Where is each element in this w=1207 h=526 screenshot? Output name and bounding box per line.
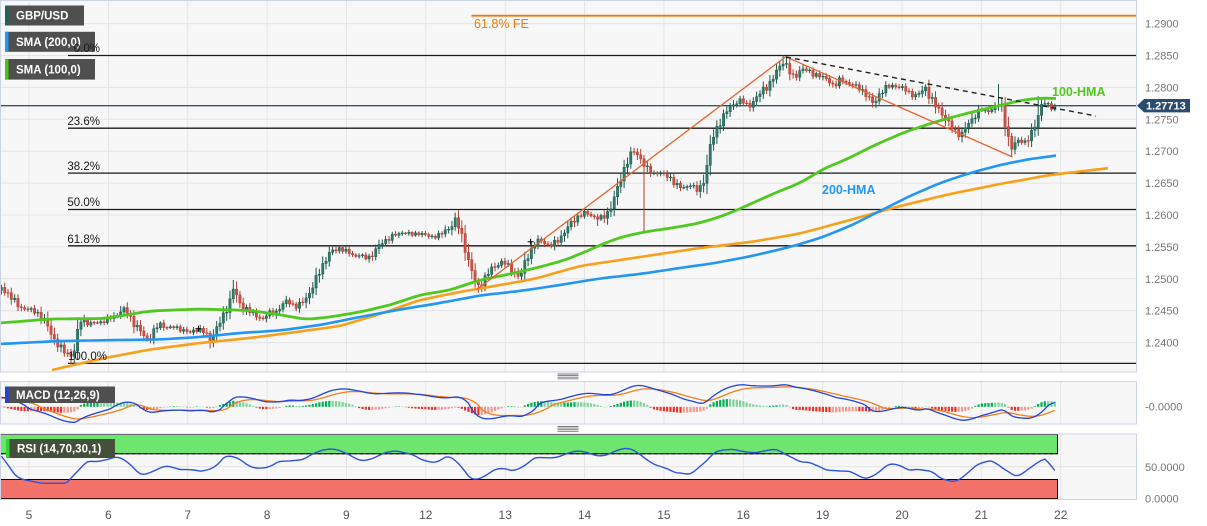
svg-text:6: 6	[105, 508, 112, 522]
svg-text:SMA (100,0): SMA (100,0)	[16, 64, 81, 76]
svg-text:13: 13	[499, 508, 513, 522]
svg-text:61.8%: 61.8%	[67, 234, 100, 246]
svg-text:23.6%: 23.6%	[67, 116, 100, 128]
svg-text:MACD (12,26,9): MACD (12,26,9)	[16, 390, 100, 402]
svg-text:8: 8	[264, 508, 271, 522]
svg-text:50.0%: 50.0%	[67, 197, 100, 209]
svg-text:0.0%: 0.0%	[74, 43, 100, 55]
svg-text:9: 9	[343, 508, 350, 522]
svg-text:15: 15	[657, 508, 671, 522]
svg-text:1.2450: 1.2450	[1145, 306, 1179, 318]
svg-text:GBP/USD: GBP/USD	[16, 11, 68, 23]
svg-text:0.0000: 0.0000	[1145, 494, 1179, 506]
svg-text:SMA (200,0): SMA (200,0)	[16, 37, 81, 49]
svg-text:1.2400: 1.2400	[1145, 338, 1179, 350]
svg-text:200-HMA: 200-HMA	[822, 183, 876, 197]
svg-text:12: 12	[419, 508, 433, 522]
svg-text:61.8% FE: 61.8% FE	[474, 17, 529, 31]
svg-text:100.0%: 100.0%	[68, 351, 107, 363]
svg-text:19: 19	[816, 508, 830, 522]
svg-text:RSI (14,70,30,1): RSI (14,70,30,1)	[17, 444, 102, 456]
svg-text:1.2500: 1.2500	[1145, 274, 1179, 286]
svg-text:1.2650: 1.2650	[1145, 178, 1179, 190]
svg-text:21: 21	[975, 508, 989, 522]
svg-text:100-HMA: 100-HMA	[1052, 85, 1106, 99]
svg-text:1.2850: 1.2850	[1145, 51, 1179, 63]
svg-text:16: 16	[737, 508, 751, 522]
svg-text:1.2750: 1.2750	[1145, 114, 1179, 126]
svg-text:50.0000: 50.0000	[1145, 462, 1185, 474]
svg-text:1.2900: 1.2900	[1145, 19, 1179, 31]
svg-text:38.2%: 38.2%	[67, 161, 100, 173]
svg-text:1.2550: 1.2550	[1145, 242, 1179, 254]
svg-text:1.2700: 1.2700	[1145, 146, 1179, 158]
svg-text:22: 22	[1054, 508, 1068, 522]
svg-text:20: 20	[895, 508, 909, 522]
svg-text:5: 5	[26, 508, 33, 522]
svg-text:1.2600: 1.2600	[1145, 210, 1179, 222]
svg-text:-0.0000: -0.0000	[1145, 402, 1182, 414]
svg-text:1.2800: 1.2800	[1145, 82, 1179, 94]
svg-text:7: 7	[184, 508, 191, 522]
svg-text:1.27713: 1.27713	[1146, 101, 1186, 113]
svg-text:14: 14	[578, 508, 592, 522]
